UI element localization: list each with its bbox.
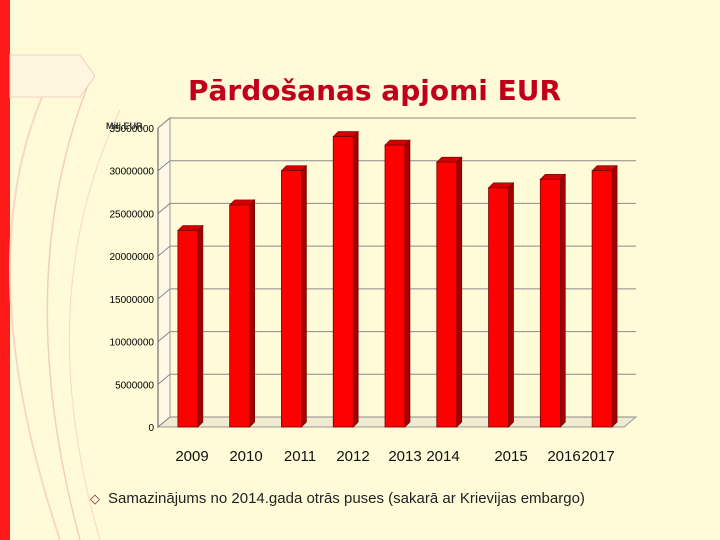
decor-arrow	[9, 54, 96, 98]
bar	[332, 136, 354, 428]
y-tick-label: 0	[148, 423, 154, 434]
accent-bar	[0, 0, 10, 540]
bar	[539, 178, 561, 428]
bar-side	[301, 164, 307, 428]
y-tick-label: 15000000	[110, 295, 155, 306]
chart-side-wall	[157, 116, 171, 429]
x-tick-label: 2009	[175, 448, 208, 465]
bullet-text: Samazinājums no 2014.gada otrās puses (s…	[108, 490, 585, 507]
y-tick-label: 35000000	[110, 124, 155, 135]
bar	[488, 187, 509, 428]
bar-side	[249, 199, 255, 428]
gridline	[157, 416, 636, 428]
x-tick-label: 2012	[336, 448, 369, 465]
bar-side	[456, 156, 463, 428]
x-tick-label: 2017	[581, 448, 614, 465]
decor-arc-2	[46, 79, 91, 540]
gridline	[157, 288, 636, 300]
y-tick-label: 25000000	[110, 209, 155, 220]
x-tick-label: 2015	[494, 448, 527, 465]
x-tick-label: 2014	[426, 448, 459, 465]
gridline	[157, 117, 636, 129]
x-tick-label: 2010	[229, 448, 262, 465]
decor-arc-1	[9, 59, 61, 540]
x-tick-label: 2011	[284, 448, 316, 465]
y-tick-label: 20000000	[110, 252, 155, 263]
y-tick-label: 5000000	[115, 380, 154, 391]
gridline	[157, 202, 636, 214]
y-tick-label: 30000000	[110, 167, 155, 178]
gridline	[157, 331, 636, 342]
bar	[177, 230, 199, 428]
gridline	[157, 245, 636, 257]
bar	[229, 204, 251, 428]
bar-side	[197, 224, 204, 428]
decor-arc-3	[68, 109, 121, 540]
bar-side	[404, 139, 411, 428]
x-tick-label: 2016	[547, 448, 580, 465]
gridline	[157, 160, 636, 172]
bar-side	[352, 130, 359, 428]
x-tick-label: 2013	[388, 448, 421, 465]
bar-side	[611, 164, 618, 428]
y-tick-label: 10000000	[110, 338, 155, 349]
bar	[281, 170, 302, 428]
bullet-note: ◇ Samazinājums no 2014.gada otrās puses (…	[90, 490, 710, 507]
bar-side	[560, 173, 566, 428]
bar	[591, 170, 613, 428]
gridline	[157, 373, 636, 385]
diamond-bullet-icon: ◇	[90, 491, 100, 506]
bar	[384, 144, 406, 428]
bar-side	[508, 182, 514, 428]
page-title: Pārdošanas apjomi EUR	[188, 74, 562, 107]
bar	[436, 161, 458, 428]
y-axis-unit-label: Milj.EUR	[106, 121, 143, 131]
